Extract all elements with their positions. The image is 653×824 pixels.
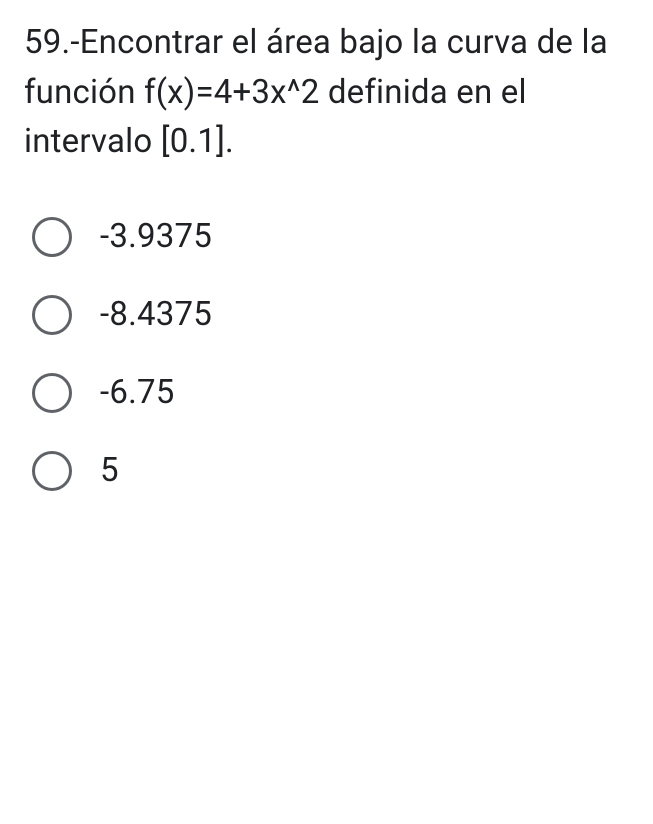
option-label: 5 (100, 451, 119, 490)
options-container: -3.9375 -8.4375 -6.75 5 (24, 217, 629, 491)
option-label: -6.75 (100, 373, 174, 412)
radio-icon (32, 373, 72, 413)
option-row-3[interactable]: 5 (32, 451, 629, 491)
radio-icon (32, 295, 72, 335)
question-text: 59.-Encontrar el área bajo la curva de l… (24, 18, 629, 167)
option-row-2[interactable]: -6.75 (32, 373, 629, 413)
option-label: -8.4375 (100, 295, 212, 334)
option-row-1[interactable]: -8.4375 (32, 295, 629, 335)
option-row-0[interactable]: -3.9375 (32, 217, 629, 257)
radio-icon (32, 451, 72, 491)
radio-icon (32, 217, 72, 257)
option-label: -3.9375 (100, 217, 212, 256)
